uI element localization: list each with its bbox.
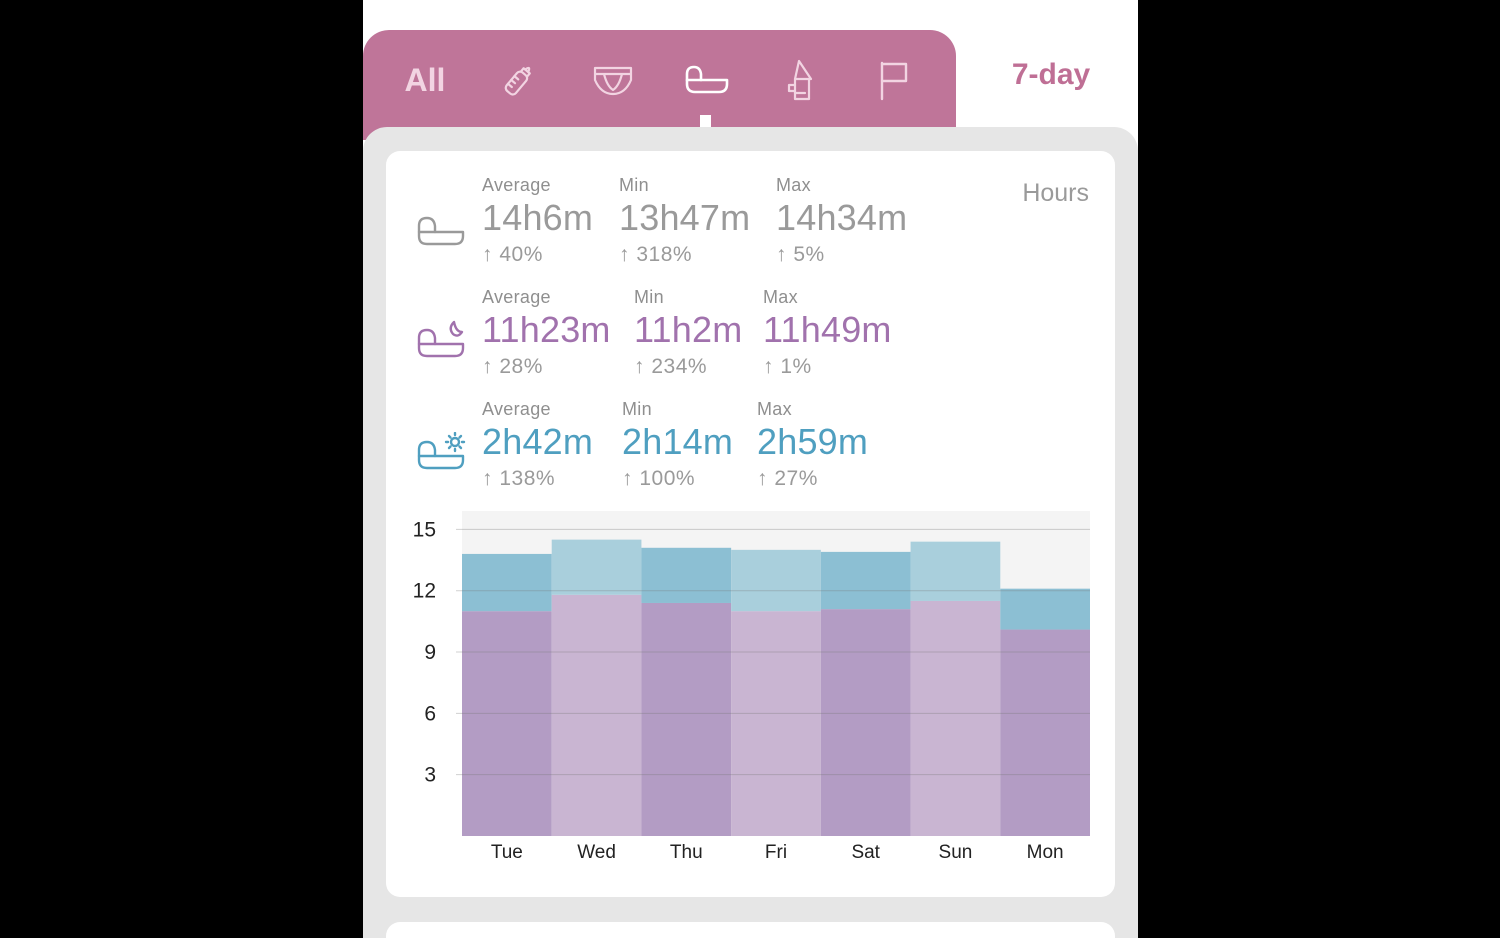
stat-value: 11h2m <box>634 309 743 350</box>
bar-segment-day-tue[interactable] <box>462 553 552 612</box>
x-tick-label: Thu <box>670 842 703 863</box>
stat-label: Average <box>482 287 551 307</box>
stat-change: ↑ 100% <box>622 467 696 490</box>
stat-change: ↑ 27% <box>757 467 818 490</box>
night-max: Max 11h49m ↑ 1% <box>763 287 892 379</box>
bar-segment-night-tue[interactable] <box>462 611 552 836</box>
bar-segment-day-wed[interactable] <box>551 539 642 595</box>
stat-value: 2h42m <box>482 421 594 462</box>
sleep-summary-card: Hours Average 14h6m ↑ 40% Min 13h47m <box>386 151 1115 897</box>
stat-label: Max <box>776 175 811 195</box>
bar-segment-night-thu[interactable] <box>641 602 732 836</box>
stat-change: ↑ 28% <box>482 355 543 378</box>
x-tick-label: Wed <box>577 842 616 863</box>
stat-value: 2h59m <box>757 421 869 462</box>
stat-change: ↑ 1% <box>763 355 812 378</box>
range-toggle-7day[interactable]: 7-day <box>1011 58 1091 91</box>
day-average: Average 2h42m ↑ 138% <box>482 399 593 491</box>
stat-change: ↑ 5% <box>776 243 825 266</box>
stat-label: Min <box>634 287 664 307</box>
bar-segment-night-sun[interactable] <box>910 600 1001 836</box>
breast-pump-icon <box>787 59 813 101</box>
bar-segment-day-sun[interactable] <box>910 541 1001 601</box>
bar-segment-day-fri[interactable] <box>731 549 821 612</box>
next-card <box>386 922 1115 938</box>
bottle-icon <box>504 66 531 96</box>
night-average: Average 11h23m ↑ 28% <box>482 287 611 379</box>
stat-change: ↑ 40% <box>482 243 543 266</box>
night-min: Min 11h2m ↑ 234% <box>634 287 742 379</box>
total-sleep-stats: Average 14h6m ↑ 40% Min 13h47m ↑ 318% Ma… <box>386 175 1115 285</box>
bar-segment-night-wed[interactable] <box>551 594 642 836</box>
stat-change: ↑ 234% <box>634 355 708 378</box>
tab-all[interactable]: All <box>404 61 446 98</box>
day-max: Max 2h59m ↑ 27% <box>757 399 868 491</box>
y-tick-label: 3 <box>424 764 436 787</box>
bassinet-sun-icon <box>416 431 466 478</box>
app-screen: All <box>363 0 1138 938</box>
x-tick-label: Fri <box>765 842 787 863</box>
stat-value: 11h23m <box>482 309 611 350</box>
bar-segment-night-sat[interactable] <box>820 609 911 836</box>
bassinet-moon-icon <box>416 320 466 366</box>
bassinet-icon <box>416 208 466 254</box>
stat-change: ↑ 138% <box>482 467 556 490</box>
total-average: Average 14h6m ↑ 40% <box>482 175 593 267</box>
units-label: Hours <box>1022 179 1089 207</box>
category-tab-bar: All <box>363 30 956 140</box>
night-sleep-stats: Average 11h23m ↑ 28% Min 11h2m ↑ 234% Ma… <box>386 287 1115 397</box>
diaper-icon <box>593 66 633 96</box>
flag-icon <box>880 61 908 101</box>
bar-segment-day-thu[interactable] <box>641 547 732 603</box>
stat-label: Max <box>763 287 798 307</box>
stat-label: Average <box>482 175 551 195</box>
stat-value: 14h6m <box>482 197 594 238</box>
stat-label: Max <box>757 399 792 419</box>
stat-label: Min <box>622 399 652 419</box>
x-tick-label: Mon <box>1027 842 1064 863</box>
tab-sleep[interactable] <box>679 52 735 108</box>
day-sleep-stats: Average 2h42m ↑ 138% Min 2h14m ↑ 100% Ma… <box>386 399 1115 509</box>
stat-value: 14h34m <box>776 197 908 238</box>
tab-bottle[interactable] <box>491 52 547 108</box>
stat-change: ↑ 318% <box>619 243 693 266</box>
sleep-bassinet-icon <box>685 65 729 94</box>
stacked-bar-chart: Tue Wed Thu Fri Sat Sun Mon 3 6 9 12 15 <box>413 511 1090 863</box>
x-tick-label: Tue <box>491 842 523 863</box>
stats-panel: Hours Average 14h6m ↑ 40% Min 13h47m <box>363 127 1138 938</box>
bar-segment-day-sat[interactable] <box>820 551 911 610</box>
stat-value: 11h49m <box>763 309 892 350</box>
stat-label: Average <box>482 399 551 419</box>
sleep-hours-chart: Tue Wed Thu Fri Sat Sun Mon 3 6 9 12 15 <box>386 511 1115 881</box>
bar-segment-night-fri[interactable] <box>731 611 821 836</box>
y-tick-label: 12 <box>413 580 436 603</box>
total-min: Min 13h47m ↑ 318% <box>619 175 750 267</box>
tab-diaper[interactable] <box>585 52 641 108</box>
y-tick-label: 15 <box>413 518 436 541</box>
stat-label: Min <box>619 175 649 195</box>
stat-value: 13h47m <box>619 197 751 238</box>
day-min: Min 2h14m ↑ 100% <box>622 399 733 491</box>
tab-pump[interactable] <box>773 52 829 108</box>
tab-milestones[interactable] <box>865 52 921 108</box>
stat-value: 2h14m <box>622 421 734 462</box>
x-tick-label: Sat <box>851 842 880 863</box>
total-max: Max 14h34m ↑ 5% <box>776 175 907 267</box>
bar-segment-day-mon[interactable] <box>1000 588 1090 630</box>
active-tab-indicator <box>700 115 711 129</box>
bar-segment-night-mon[interactable] <box>1000 629 1090 836</box>
y-tick-label: 9 <box>424 641 436 664</box>
x-tick-label: Sun <box>939 842 973 863</box>
y-tick-label: 6 <box>424 702 436 725</box>
